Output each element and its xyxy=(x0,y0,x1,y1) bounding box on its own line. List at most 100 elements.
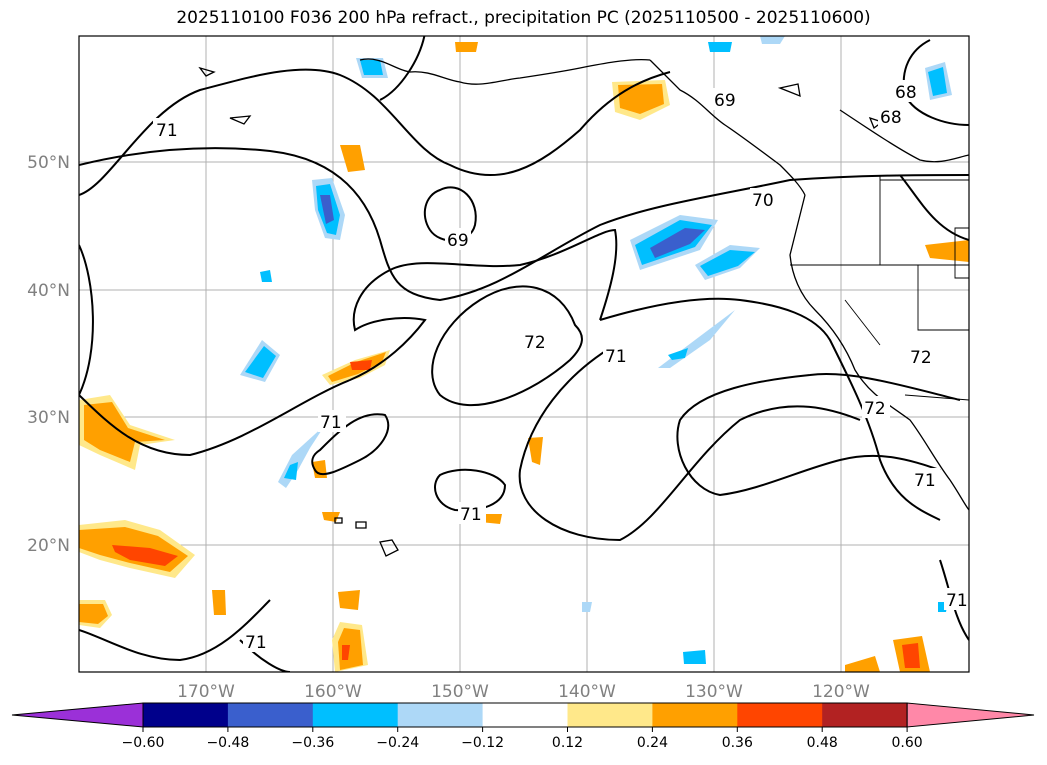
precip-positive-area xyxy=(322,512,340,522)
precip-negative-area xyxy=(928,67,947,96)
contour-label: 69 xyxy=(714,91,736,111)
precip-negative-area xyxy=(245,346,276,378)
precip-negative-area xyxy=(284,462,298,480)
precip-negative-area xyxy=(650,228,705,258)
colorbar-tick-label: −0.12 xyxy=(461,735,504,751)
map-frame xyxy=(78,35,970,673)
contour-label: 72 xyxy=(524,333,546,353)
colorbar-outline xyxy=(142,702,908,728)
precip-positive-area xyxy=(528,437,543,465)
lat-label: 30°N xyxy=(27,408,70,428)
precip-positive-area xyxy=(338,590,360,610)
lat-axis: 50°N 40°N 30°N 20°N xyxy=(27,153,70,556)
contour-line xyxy=(79,68,671,196)
colorbar-tick-label: −0.24 xyxy=(376,735,419,751)
colorbar-segment xyxy=(737,703,823,727)
contour-label: 71 xyxy=(946,591,968,611)
precip-positive-area xyxy=(212,590,226,615)
precip-negative-area xyxy=(582,602,592,612)
precip-positive-area xyxy=(79,604,108,624)
contour-label: 72 xyxy=(864,399,886,419)
colorbar-segment xyxy=(652,703,738,727)
coastlines xyxy=(198,58,969,557)
precip-negative-area xyxy=(658,310,735,368)
gridlines xyxy=(79,36,969,672)
contour-label: 71 xyxy=(605,347,627,367)
contour-line xyxy=(431,285,583,407)
contour-label: 68 xyxy=(880,108,902,128)
colorbar-segment xyxy=(567,703,653,727)
precip-negative-area xyxy=(278,425,325,488)
contour-line xyxy=(899,174,969,241)
precip-positive-area xyxy=(845,656,880,672)
precip-positive-area xyxy=(342,645,350,660)
lon-label: 130°W xyxy=(685,682,743,702)
contour-label: 71 xyxy=(156,121,178,141)
contour-label: 71 xyxy=(320,413,342,433)
precip-positive-area xyxy=(340,145,365,172)
contour-line xyxy=(311,413,390,476)
lon-label: 140°W xyxy=(558,682,616,702)
contour-line xyxy=(518,344,861,542)
colorbar: −0.60 −0.48 −0.36 −0.24 −0.12 0.12 0.24 0.36 0.4… xyxy=(11,702,1035,751)
contour-line xyxy=(79,147,969,302)
contour-line xyxy=(79,228,618,457)
lon-label: 150°W xyxy=(431,682,489,702)
lon-label: 120°W xyxy=(812,682,870,702)
contour-label: 71 xyxy=(460,505,482,525)
contour-line xyxy=(599,297,941,521)
precip-positive-area xyxy=(902,643,920,668)
lat-label: 40°N xyxy=(27,281,70,301)
colorbar-extend-low xyxy=(11,702,144,728)
precip-negative-area xyxy=(320,195,334,224)
refractivity-contours xyxy=(79,36,969,672)
precip-positive-area xyxy=(338,628,363,670)
colorbar-tick-label: 0.48 xyxy=(807,735,838,751)
precip-negative-area xyxy=(760,36,785,44)
contour-label: 71 xyxy=(914,471,936,491)
colorbar-segment xyxy=(482,703,568,727)
lon-label: 160°W xyxy=(304,682,362,702)
colorbar-tick-label: 0.12 xyxy=(552,735,583,751)
lat-label: 50°N xyxy=(27,153,70,173)
precip-negative-area xyxy=(700,250,755,276)
colorbar-segment xyxy=(312,703,399,727)
contour-label: 72 xyxy=(910,348,932,368)
colorbar-segment xyxy=(397,703,484,727)
contour-label: 70 xyxy=(752,191,774,211)
lon-axis: 170°W 160°W 150°W 140°W 130°W 120°W xyxy=(177,682,870,702)
colorbar-tick-label: 0.60 xyxy=(892,735,923,751)
contour-labels: 71 69 70 69 68 68 72 71 71 71 72 71 71 xyxy=(153,80,969,653)
colorbar-tick-label: −0.48 xyxy=(206,735,249,751)
contour-line xyxy=(676,373,961,497)
precip-negative-area xyxy=(708,42,732,52)
precip-negative-area xyxy=(668,348,688,360)
colorbar-segment xyxy=(822,703,908,727)
colorbar-tick-label: 0.24 xyxy=(637,735,668,751)
colorbar-extend-high xyxy=(906,702,1035,728)
precip-negative-area xyxy=(260,270,272,282)
colorbar-segment xyxy=(143,703,229,727)
map-title: 2025110100 F036 200 hPa refract., precip… xyxy=(176,8,871,28)
contour-line xyxy=(434,468,507,512)
precip-negative-area xyxy=(683,650,706,664)
colorbar-tick-label: −0.36 xyxy=(291,735,334,751)
precip-positive-area xyxy=(455,42,478,52)
contour-label: 69 xyxy=(447,231,469,251)
lat-label: 20°N xyxy=(27,536,70,556)
precip-positive-area xyxy=(84,402,165,462)
contour-line xyxy=(79,599,271,662)
precip-shading xyxy=(79,36,969,672)
colorbar-segment xyxy=(227,703,314,727)
colorbar-tick-label: −0.60 xyxy=(122,735,165,751)
contour-label: 71 xyxy=(245,633,267,653)
contour-label: 68 xyxy=(895,83,917,103)
lon-label: 170°W xyxy=(177,682,235,702)
precip-positive-area xyxy=(350,360,372,370)
precip-negative-area xyxy=(360,60,383,75)
precip-positive-area xyxy=(925,240,969,262)
precip-positive-area xyxy=(112,545,178,566)
colorbar-tick-label: 0.36 xyxy=(722,735,753,751)
precip-positive-area xyxy=(618,84,664,114)
